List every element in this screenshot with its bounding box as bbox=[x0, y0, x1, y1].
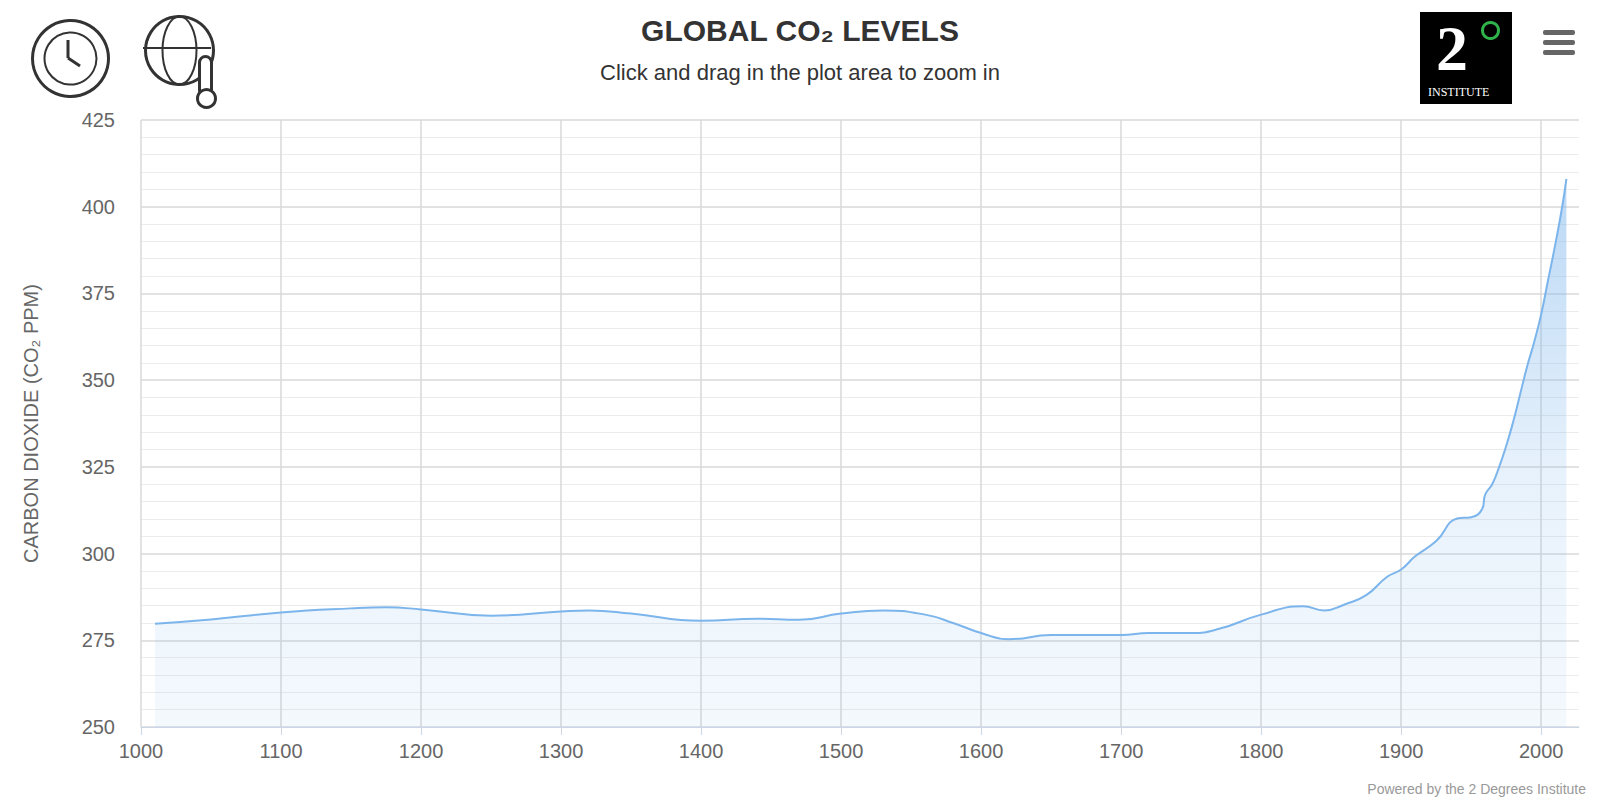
svg-text:1200: 1200 bbox=[399, 740, 444, 762]
svg-text:250: 250 bbox=[82, 716, 115, 738]
svg-text:1900: 1900 bbox=[1379, 740, 1424, 762]
svg-text:1300: 1300 bbox=[539, 740, 584, 762]
svg-text:Powered by the 2 Degrees Insti: Powered by the 2 Degrees Institute bbox=[1367, 781, 1586, 797]
svg-text:1700: 1700 bbox=[1099, 740, 1144, 762]
svg-text:400: 400 bbox=[82, 196, 115, 218]
svg-text:1800: 1800 bbox=[1239, 740, 1284, 762]
svg-text:275: 275 bbox=[82, 629, 115, 651]
svg-text:GLOBAL CO₂ LEVELS: GLOBAL CO₂ LEVELS bbox=[641, 14, 959, 47]
svg-text:CARBON DIOXIDE (CO₂ PPM): CARBON DIOXIDE (CO₂ PPM) bbox=[20, 284, 42, 563]
svg-text:Click and drag in the plot are: Click and drag in the plot area to zoom … bbox=[600, 60, 1000, 85]
svg-text:INSTITUTE: INSTITUTE bbox=[1428, 85, 1489, 99]
svg-text:325: 325 bbox=[82, 456, 115, 478]
svg-text:1100: 1100 bbox=[260, 740, 303, 762]
svg-text:1000: 1000 bbox=[119, 740, 164, 762]
svg-text:300: 300 bbox=[82, 543, 115, 565]
svg-text:1600: 1600 bbox=[959, 740, 1004, 762]
svg-text:350: 350 bbox=[82, 369, 115, 391]
svg-text:1400: 1400 bbox=[679, 740, 724, 762]
svg-text:2000: 2000 bbox=[1519, 740, 1564, 762]
svg-text:425: 425 bbox=[82, 109, 115, 131]
svg-text:375: 375 bbox=[82, 282, 115, 304]
svg-text:2: 2 bbox=[1436, 13, 1468, 84]
svg-text:1500: 1500 bbox=[819, 740, 864, 762]
